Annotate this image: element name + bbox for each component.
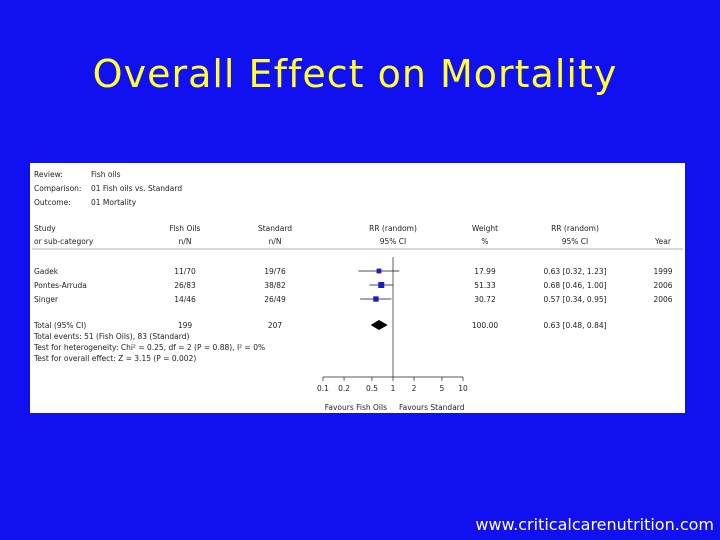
meta-label: Outcome: (34, 198, 71, 207)
slide-title: Overall Effect on Mortality (92, 52, 618, 96)
study-weight: 17.99 (474, 267, 496, 276)
column-header: Standard (258, 224, 292, 233)
study-rr-ci: 0.63 [0.32, 1.23] (543, 267, 606, 276)
column-header: Weight (472, 224, 498, 233)
column-header: 95% CI (380, 237, 407, 246)
summary-line: Total events: 51 (Fish Oils), 83 (Standa… (33, 332, 189, 341)
study-name: Pontes-Arruda (34, 281, 87, 290)
summary-line: Test for overall effect: Z = 3.15 (P = 0… (33, 354, 196, 363)
total-weight: 100.00 (472, 321, 498, 330)
study-weight: 30.72 (474, 295, 496, 304)
meta-value: 01 Fish oils vs. Standard (91, 184, 182, 193)
total-standard: 207 (268, 321, 283, 330)
meta-value: Fish oils (91, 170, 121, 179)
forest-plot: Review: Fish oils Comparison: 01 Fish oils … (32, 170, 683, 412)
column-header: 95% CI (562, 237, 589, 246)
column-header: n/N (269, 237, 282, 246)
study-weight: 51.33 (474, 281, 496, 290)
x-tick-label: 0.5 (366, 384, 378, 393)
pooled-diamond (370, 320, 388, 330)
column-header: % (481, 237, 488, 246)
standard-events: 38/82 (264, 281, 286, 290)
column-header: n/N (179, 237, 192, 246)
x-tick-label: 10 (458, 384, 468, 393)
meta-label: Review: (34, 170, 63, 179)
total-fish: 199 (178, 321, 193, 330)
column-header: RR (random) (369, 224, 417, 233)
study-name: Singer (34, 295, 59, 304)
standard-events: 26/49 (264, 295, 286, 304)
summary-line: Test for heterogeneity: Chi² = 0.25, df … (33, 343, 265, 352)
study-year: 1999 (653, 267, 672, 276)
forest-plot-panel: Review: Fish oils Comparison: 01 Fish oils … (30, 163, 685, 413)
fish-events: 11/70 (174, 267, 196, 276)
total-label: Total (95% CI) (33, 321, 86, 330)
point-estimate (378, 282, 385, 288)
column-header: Year (654, 237, 672, 246)
column-header: or sub-category (34, 237, 94, 246)
x-tick-label: 0.2 (338, 384, 350, 393)
x-tick-label: 5 (440, 384, 445, 393)
x-tick-label: 1 (391, 384, 396, 393)
study-name: Gadek (34, 267, 59, 276)
column-header: Study (34, 224, 56, 233)
study-rr-ci: 0.57 [0.34, 0.95] (543, 295, 606, 304)
meta-label: Comparison: (34, 184, 81, 193)
standard-events: 19/76 (264, 267, 286, 276)
study-rr-ci: 0.68 [0.46, 1.00] (543, 281, 606, 290)
column-header: Fish Oils (170, 224, 201, 233)
x-tick-label: 2 (412, 384, 417, 393)
point-estimate (376, 268, 382, 274)
study-year: 2006 (653, 281, 672, 290)
x-tick-label: 0.1 (317, 384, 329, 393)
total-rr-ci: 0.63 [0.48, 0.84] (543, 321, 606, 330)
favours-right-label: Favours Standard (399, 403, 465, 412)
favours-left-label: Favours Fish Oils (325, 403, 387, 412)
study-year: 2006 (653, 295, 672, 304)
column-header: RR (random) (551, 224, 599, 233)
fish-events: 26/83 (174, 281, 196, 290)
footer-url: www.criticalcarenutrition.com (475, 515, 714, 534)
point-estimate (373, 296, 379, 302)
meta-value: 01 Mortality (91, 198, 137, 207)
fish-events: 14/46 (174, 295, 196, 304)
